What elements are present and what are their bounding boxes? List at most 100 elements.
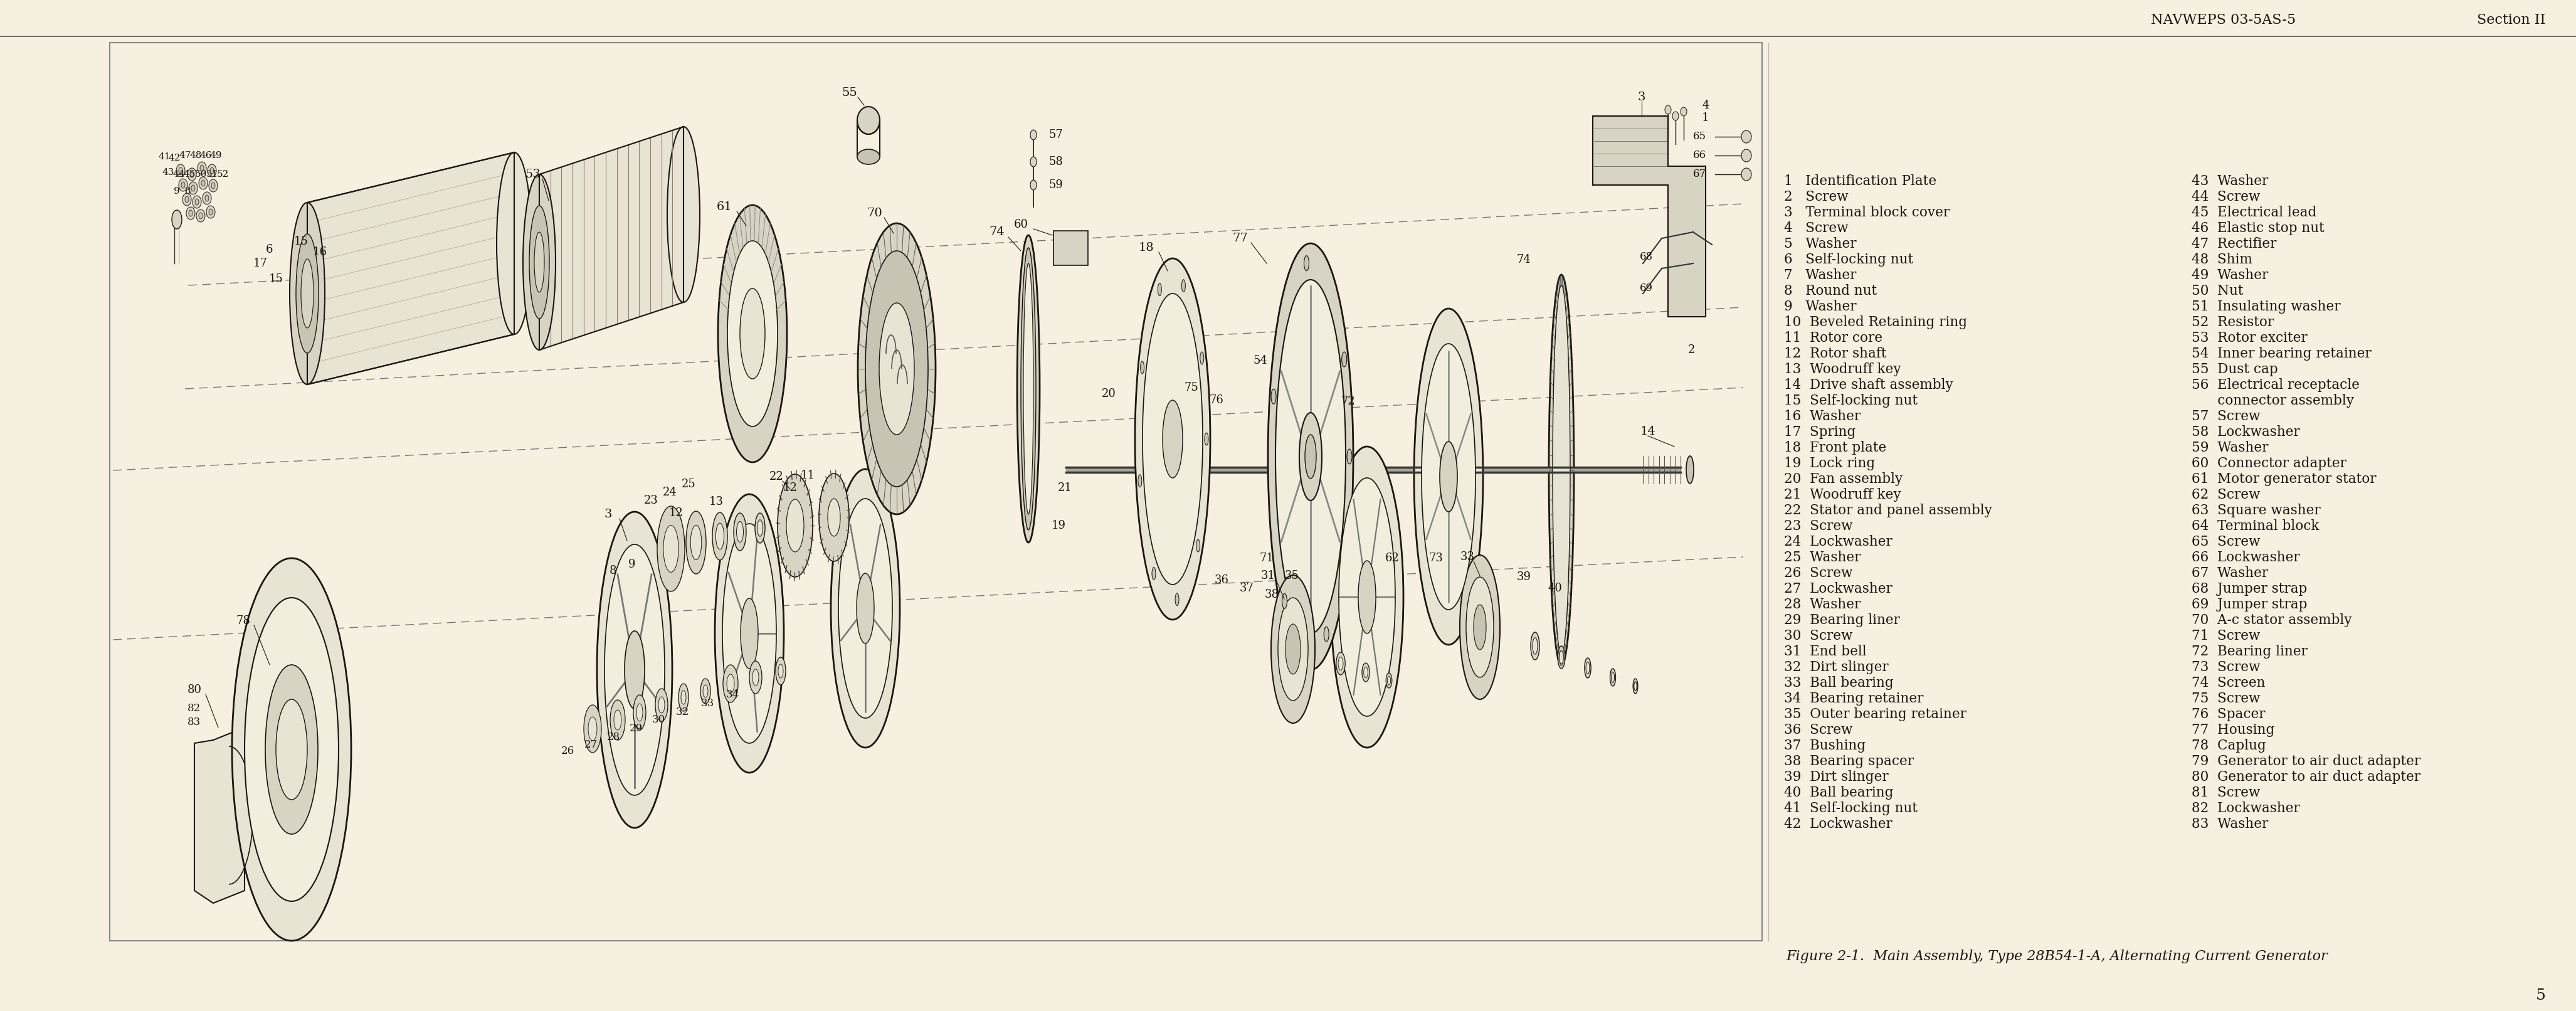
Text: 58  Lockwasher: 58 Lockwasher	[2192, 426, 2300, 439]
Ellipse shape	[605, 544, 665, 796]
Text: 13  Woodruff key: 13 Woodruff key	[1785, 363, 1901, 376]
Ellipse shape	[523, 174, 556, 350]
Ellipse shape	[1020, 248, 1036, 530]
Ellipse shape	[1363, 667, 1368, 677]
Text: 21: 21	[1059, 482, 1072, 493]
Text: 27  Lockwasher: 27 Lockwasher	[1785, 582, 1893, 595]
Text: 31  End bell: 31 End bell	[1785, 645, 1868, 658]
Text: 15: 15	[294, 236, 309, 247]
Text: 82: 82	[188, 704, 201, 714]
Text: 16: 16	[312, 247, 327, 258]
Text: 80: 80	[188, 684, 201, 696]
Text: 23: 23	[644, 494, 657, 507]
Ellipse shape	[866, 251, 927, 486]
Text: 14  Drive shaft assembly: 14 Drive shaft assembly	[1785, 378, 1953, 392]
Text: 8   Round nut: 8 Round nut	[1785, 284, 1878, 298]
Text: 16  Washer: 16 Washer	[1785, 409, 1860, 424]
Ellipse shape	[296, 234, 319, 353]
Ellipse shape	[1363, 663, 1370, 681]
Ellipse shape	[598, 512, 672, 828]
Text: 35  Outer bearing retainer: 35 Outer bearing retainer	[1785, 708, 1965, 721]
Text: 29: 29	[629, 724, 641, 734]
Text: 55: 55	[842, 87, 858, 98]
Ellipse shape	[1298, 412, 1321, 500]
Text: 29  Bearing liner: 29 Bearing liner	[1785, 614, 1901, 627]
Text: 47  Rectifier: 47 Rectifier	[2192, 237, 2277, 251]
Text: 33: 33	[701, 699, 714, 709]
Ellipse shape	[775, 657, 786, 684]
Text: 46  Elastic stop nut: 46 Elastic stop nut	[2192, 221, 2324, 236]
Ellipse shape	[183, 193, 191, 205]
Text: 74: 74	[1517, 254, 1530, 265]
Ellipse shape	[667, 126, 701, 302]
Ellipse shape	[1466, 577, 1494, 677]
Text: connector assembly: connector assembly	[2192, 394, 2354, 407]
Ellipse shape	[198, 162, 206, 174]
Ellipse shape	[1741, 150, 1752, 162]
Ellipse shape	[858, 223, 935, 515]
Ellipse shape	[1473, 605, 1486, 650]
Text: 83  Washer: 83 Washer	[2192, 817, 2269, 831]
Text: 4: 4	[1703, 100, 1710, 111]
Text: 59: 59	[1048, 179, 1064, 191]
Text: 68  Jumper strap: 68 Jumper strap	[2192, 582, 2308, 595]
Text: 14: 14	[1641, 426, 1656, 437]
Text: 12  Rotor shaft: 12 Rotor shaft	[1785, 347, 1886, 361]
Text: 44  Screw: 44 Screw	[2192, 190, 2259, 204]
Polygon shape	[1054, 231, 1087, 265]
Text: 9: 9	[173, 187, 180, 196]
Ellipse shape	[1342, 352, 1347, 367]
Ellipse shape	[858, 573, 873, 643]
Ellipse shape	[193, 196, 201, 208]
Ellipse shape	[703, 684, 708, 698]
Ellipse shape	[1680, 107, 1687, 116]
Text: 6: 6	[265, 244, 273, 255]
Text: 10  Beveled Retaining ring: 10 Beveled Retaining ring	[1785, 315, 1968, 330]
Ellipse shape	[1558, 646, 1566, 668]
Ellipse shape	[1144, 293, 1203, 584]
Text: 46: 46	[198, 152, 211, 160]
Ellipse shape	[737, 522, 744, 542]
Text: 61: 61	[716, 201, 732, 212]
Text: 65  Screw: 65 Screw	[2192, 535, 2259, 549]
Polygon shape	[538, 126, 683, 350]
Ellipse shape	[1741, 130, 1752, 143]
Ellipse shape	[1139, 474, 1141, 487]
Ellipse shape	[206, 195, 209, 201]
Text: 11: 11	[801, 470, 814, 481]
Text: 52  Resistor: 52 Resistor	[2192, 315, 2275, 330]
Ellipse shape	[665, 526, 677, 572]
Text: 19: 19	[1051, 520, 1066, 531]
Text: 7   Washer: 7 Washer	[1785, 269, 1857, 282]
Ellipse shape	[1206, 433, 1208, 445]
Text: 77: 77	[1231, 233, 1249, 244]
Ellipse shape	[1030, 157, 1036, 167]
Text: Section II: Section II	[2478, 13, 2545, 27]
Ellipse shape	[1337, 657, 1342, 670]
Text: 62: 62	[1386, 553, 1399, 564]
Text: 20  Fan assembly: 20 Fan assembly	[1785, 472, 1904, 486]
Ellipse shape	[1332, 447, 1404, 747]
Ellipse shape	[209, 165, 216, 177]
Ellipse shape	[724, 665, 739, 703]
Text: 15  Self-locking nut: 15 Self-locking nut	[1785, 394, 1917, 407]
Text: 73: 73	[1430, 553, 1443, 564]
Text: 64  Terminal block: 64 Terminal block	[2192, 520, 2318, 533]
Ellipse shape	[1340, 478, 1396, 716]
Text: 48  Shim: 48 Shim	[2192, 253, 2251, 267]
Ellipse shape	[245, 598, 337, 901]
Ellipse shape	[1270, 389, 1275, 404]
Text: 74  Screen: 74 Screen	[2192, 676, 2264, 690]
Ellipse shape	[1358, 561, 1376, 634]
Ellipse shape	[196, 199, 198, 205]
Ellipse shape	[1151, 567, 1157, 580]
Text: 3: 3	[605, 509, 613, 520]
Ellipse shape	[587, 717, 598, 741]
Text: 15: 15	[268, 273, 283, 285]
Polygon shape	[307, 153, 515, 384]
Text: 67  Washer: 67 Washer	[2192, 566, 2269, 580]
Ellipse shape	[739, 599, 757, 668]
Text: 28  Washer: 28 Washer	[1785, 598, 1860, 612]
Ellipse shape	[528, 205, 549, 318]
Ellipse shape	[680, 691, 685, 705]
